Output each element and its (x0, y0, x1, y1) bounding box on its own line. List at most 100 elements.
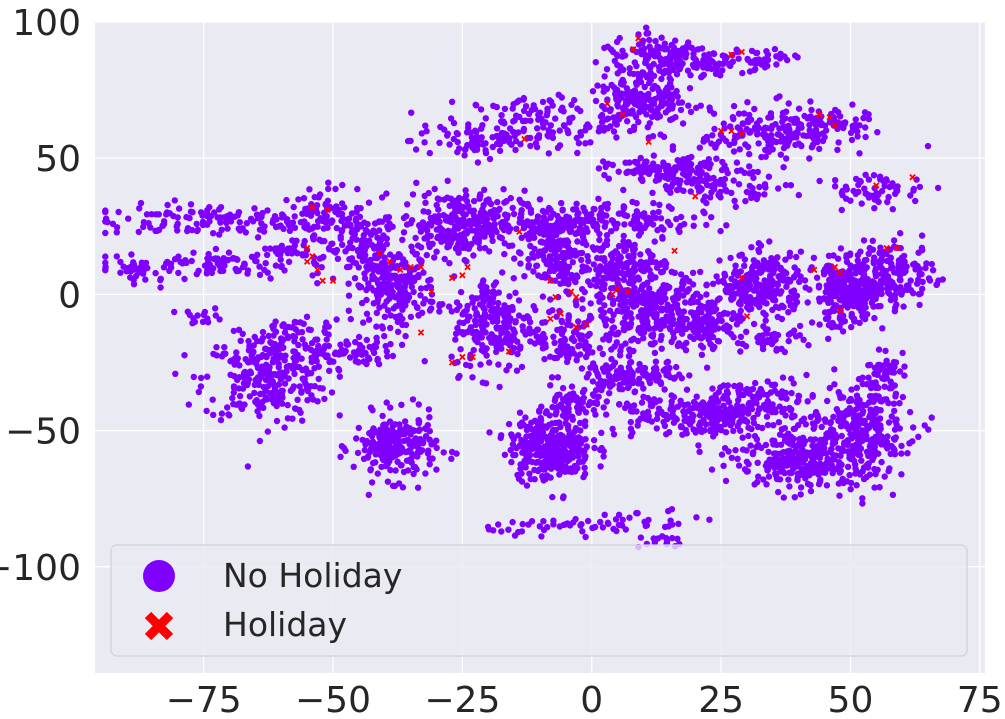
no-holiday-point (218, 410, 226, 417)
no-holiday-point (301, 378, 308, 385)
no-holiday-point (555, 261, 562, 268)
no-holiday-point (227, 358, 234, 365)
no-holiday-point (267, 339, 274, 346)
no-holiday-point (595, 165, 603, 172)
no-holiday-point (860, 237, 868, 244)
no-holiday-point (355, 333, 363, 341)
no-holiday-point (374, 355, 381, 363)
no-holiday-point (421, 139, 428, 146)
no-holiday-point (475, 214, 482, 221)
no-holiday-point (716, 180, 723, 187)
no-holiday-point (575, 453, 582, 460)
no-holiday-point (304, 370, 311, 377)
no-holiday-point (732, 203, 739, 210)
no-holiday-point (706, 55, 713, 62)
no-holiday-point (516, 409, 524, 416)
no-holiday-point (806, 127, 814, 135)
no-holiday-point (573, 200, 580, 207)
no-holiday-point (760, 309, 767, 316)
no-holiday-point (525, 447, 532, 454)
no-holiday-point (671, 269, 678, 277)
no-holiday-point (322, 353, 330, 361)
no-holiday-point (797, 121, 805, 128)
no-holiday-point (276, 354, 283, 361)
no-holiday-point (550, 521, 557, 528)
no-holiday-point (713, 155, 720, 162)
no-holiday-point (631, 245, 638, 253)
no-holiday-point (341, 204, 348, 211)
no-holiday-point (569, 259, 576, 266)
no-holiday-point (575, 216, 583, 223)
no-holiday-point (622, 246, 630, 253)
no-holiday-point (668, 304, 675, 311)
no-holiday-point (267, 245, 274, 252)
no-holiday-point (794, 54, 801, 61)
no-holiday-point (804, 299, 811, 306)
no-holiday-point (456, 372, 463, 380)
no-holiday-point (545, 133, 552, 140)
no-holiday-point (394, 283, 402, 291)
no-holiday-point (300, 320, 307, 327)
no-holiday-point (556, 142, 564, 149)
no-holiday-point (113, 224, 121, 231)
no-holiday-point (426, 461, 433, 468)
no-holiday-point (357, 283, 365, 291)
no-holiday-point (679, 120, 687, 127)
no-holiday-point (307, 346, 315, 353)
no-holiday-point (350, 259, 357, 266)
no-holiday-point (555, 91, 562, 99)
no-holiday-point (765, 148, 772, 155)
no-holiday-point (709, 132, 716, 139)
no-holiday-point (776, 290, 784, 297)
no-holiday-point (657, 305, 664, 312)
no-holiday-point (256, 437, 264, 445)
no-holiday-point (753, 127, 761, 135)
no-holiday-point (218, 226, 225, 233)
no-holiday-point (736, 146, 743, 153)
no-holiday-point (612, 88, 619, 96)
no-holiday-point (593, 276, 600, 284)
no-holiday-point (277, 256, 284, 263)
no-holiday-point (412, 146, 420, 153)
no-holiday-point (655, 176, 663, 183)
no-holiday-point (284, 415, 292, 422)
no-holiday-point (512, 289, 519, 296)
no-holiday-point (428, 441, 435, 448)
no-holiday-point (400, 214, 408, 222)
no-holiday-point (210, 230, 217, 237)
no-holiday-point (253, 258, 260, 265)
no-holiday-point (558, 199, 565, 207)
no-holiday-point (585, 401, 592, 409)
no-holiday-point (354, 449, 362, 457)
no-holiday-point (527, 475, 534, 483)
no-holiday-point (797, 142, 805, 149)
no-holiday-point (479, 342, 486, 349)
no-holiday-point (125, 215, 132, 222)
no-holiday-point (465, 202, 472, 210)
no-holiday-point (303, 385, 311, 392)
no-holiday-point (517, 217, 524, 225)
no-holiday-point (677, 314, 684, 321)
no-holiday-point (648, 290, 656, 298)
no-holiday-point (472, 235, 479, 242)
no-holiday-point (716, 257, 723, 264)
no-holiday-point (305, 226, 313, 233)
no-holiday-point (730, 177, 737, 184)
no-holiday-point (206, 204, 213, 211)
no-holiday-point (713, 273, 720, 280)
no-holiday-point (236, 392, 244, 400)
no-holiday-point (711, 324, 718, 332)
no-holiday-point (720, 120, 727, 127)
no-holiday-point (275, 360, 282, 368)
no-holiday-point (710, 110, 718, 117)
no-holiday-point (315, 375, 322, 383)
no-holiday-point (782, 140, 789, 148)
no-holiday-point (128, 251, 135, 258)
no-holiday-point (776, 93, 783, 100)
no-holiday-point (606, 307, 614, 314)
no-holiday-point (665, 203, 673, 210)
no-holiday-point (455, 196, 462, 203)
no-holiday-point (509, 433, 516, 440)
no-holiday-point (291, 242, 298, 249)
